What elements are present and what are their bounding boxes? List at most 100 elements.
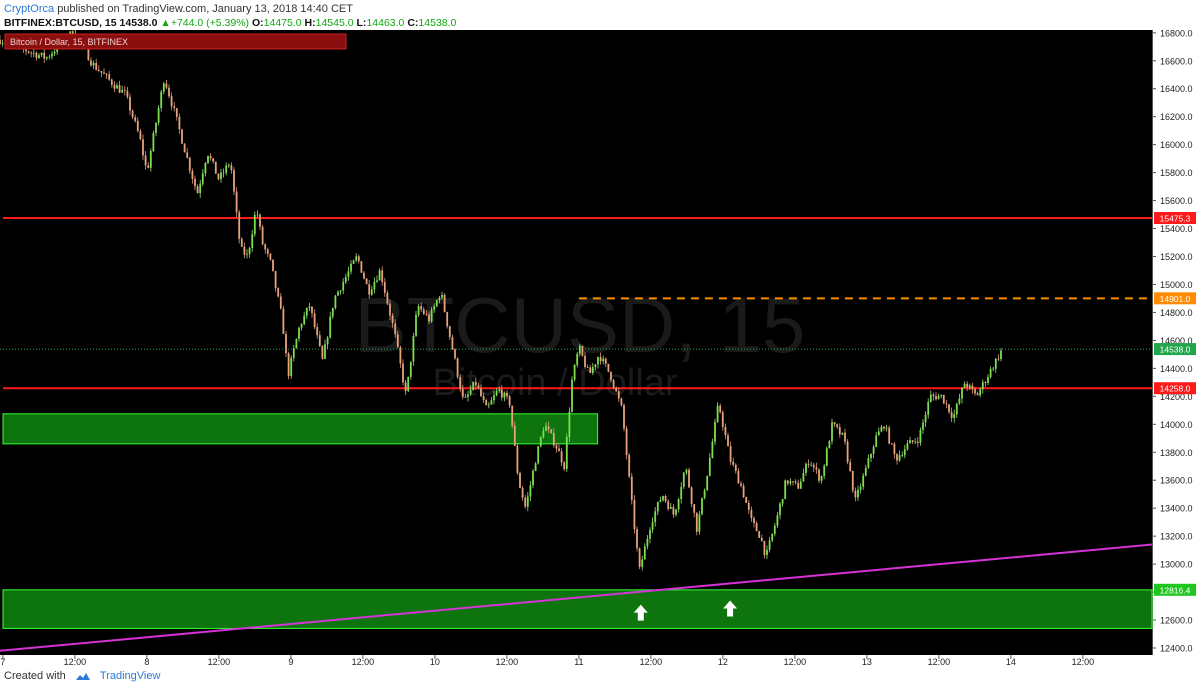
candle-body	[498, 389, 501, 391]
candle-body	[149, 151, 152, 168]
candle-body	[763, 540, 766, 556]
candle-body	[103, 72, 105, 74]
price-change: +744.0 (+5.39%)	[170, 17, 250, 29]
candle-body	[607, 363, 610, 372]
candle-body	[451, 336, 454, 350]
candle-body	[318, 335, 321, 347]
candle-body	[490, 400, 493, 405]
candle-body	[321, 346, 324, 359]
candle-body	[331, 307, 334, 317]
candle-body	[729, 446, 732, 462]
candle-body	[251, 234, 254, 249]
candle-body	[87, 47, 90, 61]
candle-body	[48, 56, 51, 58]
candle-body	[820, 476, 823, 481]
candle-body	[311, 306, 313, 314]
candle-body	[168, 87, 170, 97]
candle-body	[131, 110, 134, 118]
candle-body	[552, 433, 555, 446]
candle-body	[524, 497, 527, 507]
candle-body	[269, 253, 272, 260]
candle-body	[807, 463, 810, 465]
candle-body	[357, 256, 360, 262]
y-tick-label: 14000.0	[1160, 420, 1193, 430]
candle-body	[142, 139, 144, 156]
candle-body	[373, 281, 376, 290]
support-zone	[2, 413, 599, 445]
candle-body	[945, 403, 948, 405]
price-label: 12816.4	[1160, 585, 1191, 595]
tradingview-link[interactable]: TradingView	[99, 670, 161, 682]
candle-body	[888, 427, 891, 444]
candle-body	[776, 515, 779, 526]
candle-body	[810, 464, 813, 466]
candle-body	[404, 382, 407, 392]
candle-body	[430, 309, 433, 322]
candle-body	[695, 512, 698, 532]
candle-body	[71, 31, 74, 36]
candle-body	[30, 52, 33, 54]
y-tick-label: 13200.0	[1160, 532, 1193, 542]
candle-body	[721, 412, 724, 427]
candle-body	[378, 270, 381, 281]
candle-body	[209, 155, 212, 159]
candle-body	[412, 335, 415, 362]
candle-body	[615, 387, 618, 392]
candle-body	[672, 506, 675, 515]
candle-body	[753, 518, 755, 524]
published-text: published on TradingView.com, January 13…	[57, 3, 353, 15]
candle-body	[906, 443, 909, 450]
candle-body	[188, 157, 191, 171]
candle-body	[732, 461, 735, 465]
y-tick-label: 15200.0	[1160, 252, 1193, 262]
author-link[interactable]: CryptOrca	[4, 3, 55, 15]
candle-body	[620, 398, 623, 406]
candle-body	[425, 313, 428, 315]
candle-body	[25, 48, 27, 52]
candle-body	[225, 165, 228, 173]
candle-body	[186, 152, 189, 158]
candle-body	[144, 155, 147, 166]
candle-body	[521, 487, 524, 498]
y-tick-label: 16400.0	[1160, 84, 1193, 94]
candle-body	[279, 296, 282, 309]
candle-body	[477, 385, 480, 389]
candle-body	[261, 226, 264, 245]
candle-body	[435, 300, 438, 307]
candle-body	[467, 394, 469, 398]
candle-body	[516, 445, 519, 473]
candle-body	[178, 116, 181, 130]
candle-body	[651, 522, 654, 530]
candle-body	[194, 178, 196, 187]
candle-body	[558, 448, 560, 452]
ohlc-bar: BITFINEX:BTCUSD, 15 14538.0 ▲+744.0 (+5.…	[4, 17, 456, 29]
candle-body	[303, 315, 306, 325]
candle-body	[667, 501, 670, 509]
high-label: H:	[304, 17, 316, 29]
candle-body	[802, 472, 805, 482]
candle-body	[165, 83, 168, 88]
candle-body	[883, 426, 885, 429]
candle-body	[35, 52, 38, 58]
candle-body	[459, 376, 462, 389]
candle-body	[396, 334, 399, 348]
candle-body	[971, 385, 974, 390]
candle-body	[560, 451, 563, 463]
candle-body	[844, 432, 846, 442]
close-label: C:	[407, 17, 419, 29]
candle-body	[428, 314, 430, 322]
candle-body	[235, 191, 238, 213]
candle-body	[121, 90, 124, 93]
y-tick-label: 15600.0	[1160, 196, 1193, 206]
candle-body	[914, 441, 917, 443]
candle-body	[243, 246, 246, 255]
price-label-box	[1154, 343, 1196, 356]
candle-body	[927, 402, 930, 415]
candle-body	[324, 344, 326, 359]
candle-body	[191, 170, 194, 179]
candle-body	[526, 496, 529, 507]
candle-body	[274, 271, 277, 289]
trendline	[0, 543, 1153, 652]
x-tick-label: 12:00	[928, 657, 951, 666]
